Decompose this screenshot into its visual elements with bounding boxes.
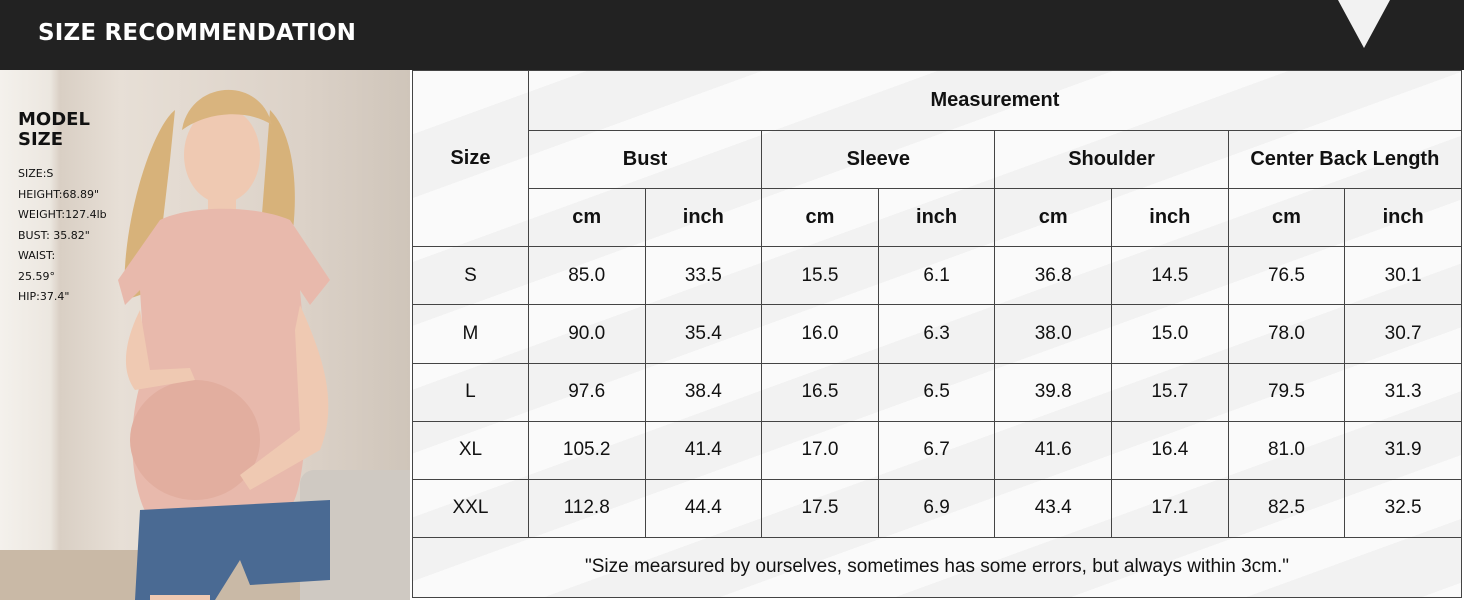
measurement-cell: 15.0 [1111,304,1229,364]
model-heading: SIZE [18,129,64,150]
measurement-cell: 81.0 [1227,420,1346,480]
measurement-cell: 112.8 [527,478,646,538]
sleeve-header: Sleeve [761,130,996,190]
measurement-cell: 41.4 [644,420,763,480]
unit-header-cm: cm [527,188,646,248]
measurement-cell: 97.6 [527,362,646,422]
unit-header-cm: cm [1227,188,1346,248]
measurement-header: Measurement [527,69,1463,132]
size-cell: XL [412,420,529,480]
size-cell: S [412,246,529,306]
unit-header-cm: cm [994,188,1113,248]
size-header: Size [412,69,529,248]
measurement-cell: 43.4 [994,478,1113,538]
model-spec: SIZE:S [18,167,54,180]
measurement-cell: 78.0 [1227,304,1346,364]
measurement-cell: 16.5 [761,362,879,422]
header-bar: SIZE RECOMMENDATION [0,0,1464,70]
table-row: XXL 112.8 44.4 17.5 6.9 43.4 17.1 82.5 32.5 [412,478,1462,538]
table-row: L 97.6 38.4 16.5 6.5 39.8 15.7 79.5 31.3 [412,362,1462,422]
measurement-cell: 41.6 [994,420,1113,480]
model-spec: HEIGHT:68.89" [18,187,100,201]
measurement-cell: 17.0 [761,420,879,480]
model-size-info: MODEL SIZE SIZE:S HEIGHT:68.89" WEIGHT:1… [18,110,107,308]
model-heading: MODEL [18,109,90,130]
measurement-cell: 35.4 [644,304,763,364]
size-chart-table: Size Measurement Bust Sleeve Shoulder Ce… [412,69,1463,599]
unit-header-inch: inch [877,188,996,248]
measurement-cell: 32.5 [1344,478,1462,538]
measurement-cell: 85.0 [527,246,646,306]
measurement-cell: 15.5 [761,246,879,306]
measurement-cell: 36.8 [994,246,1113,306]
size-cell: M [412,304,529,364]
measurement-cell: 31.9 [1344,420,1462,480]
measurement-cell: 82.5 [1227,478,1346,538]
measurement-cell: 15.7 [1111,362,1229,422]
measurement-cell: 30.7 [1344,304,1462,364]
measurement-cell: 38.4 [644,362,763,422]
unit-header-cm: cm [761,188,879,248]
measurement-cell: 6.3 [877,304,996,364]
measurement-cell: 31.3 [1344,362,1462,422]
measurement-cell: 79.5 [1227,362,1346,422]
measurement-cell: 44.4 [644,478,763,538]
measurement-cell: 105.2 [527,420,646,480]
bust-header: Bust [527,130,763,190]
measurement-cell: 30.1 [1344,246,1462,306]
size-cell: L [412,362,529,422]
size-cell: XXL [412,478,529,538]
table-row: S 85.0 33.5 15.5 6.1 36.8 14.5 76.5 30.1 [412,246,1462,306]
page-title: SIZE RECOMMENDATION [38,20,357,46]
measurement-cell: 17.5 [761,478,879,538]
table-row: M 90.0 35.4 16.0 6.3 38.0 15.0 78.0 30.7 [412,304,1462,364]
measurement-cell: 14.5 [1111,246,1229,306]
measurement-cell: 6.1 [877,246,996,306]
measurement-cell: 17.1 [1111,478,1229,538]
unit-header-inch: inch [1111,188,1229,248]
size-note: "Size mearsured by ourselves, sometimes … [412,536,1462,599]
measurement-cell: 33.5 [644,246,763,306]
triangle-down-icon [1338,0,1390,48]
measurement-cell: 16.4 [1111,420,1229,480]
measurement-cell: 38.0 [994,304,1113,364]
model-spec: BUST: 35.82" [18,228,90,242]
unit-header-inch: inch [644,188,763,248]
model-figure [118,89,330,600]
model-spec: HIP:37.4" [18,290,70,303]
shoulder-header: Shoulder [994,130,1229,190]
model-spec: 25.59° [18,269,55,283]
center-back-length-header: Center Back Length [1227,130,1463,190]
model-spec: WAIST: [18,249,56,262]
measurement-cell: 6.5 [877,362,996,422]
measurement-cell: 76.5 [1227,246,1346,306]
measurement-cell: 6.7 [877,420,996,480]
measurement-cell: 39.8 [994,362,1113,422]
table-row: XL 105.2 41.4 17.0 6.7 41.6 16.4 81.0 31.9 [412,420,1462,480]
measurement-cell: 90.0 [527,304,646,364]
model-photo: MODEL SIZE SIZE:S HEIGHT:68.89" WEIGHT:1… [0,70,410,600]
measurement-cell: 16.0 [761,304,879,364]
unit-header-inch: inch [1344,188,1462,248]
model-spec: WEIGHT:127.4lb [18,208,107,221]
measurement-cell: 6.9 [877,478,996,538]
